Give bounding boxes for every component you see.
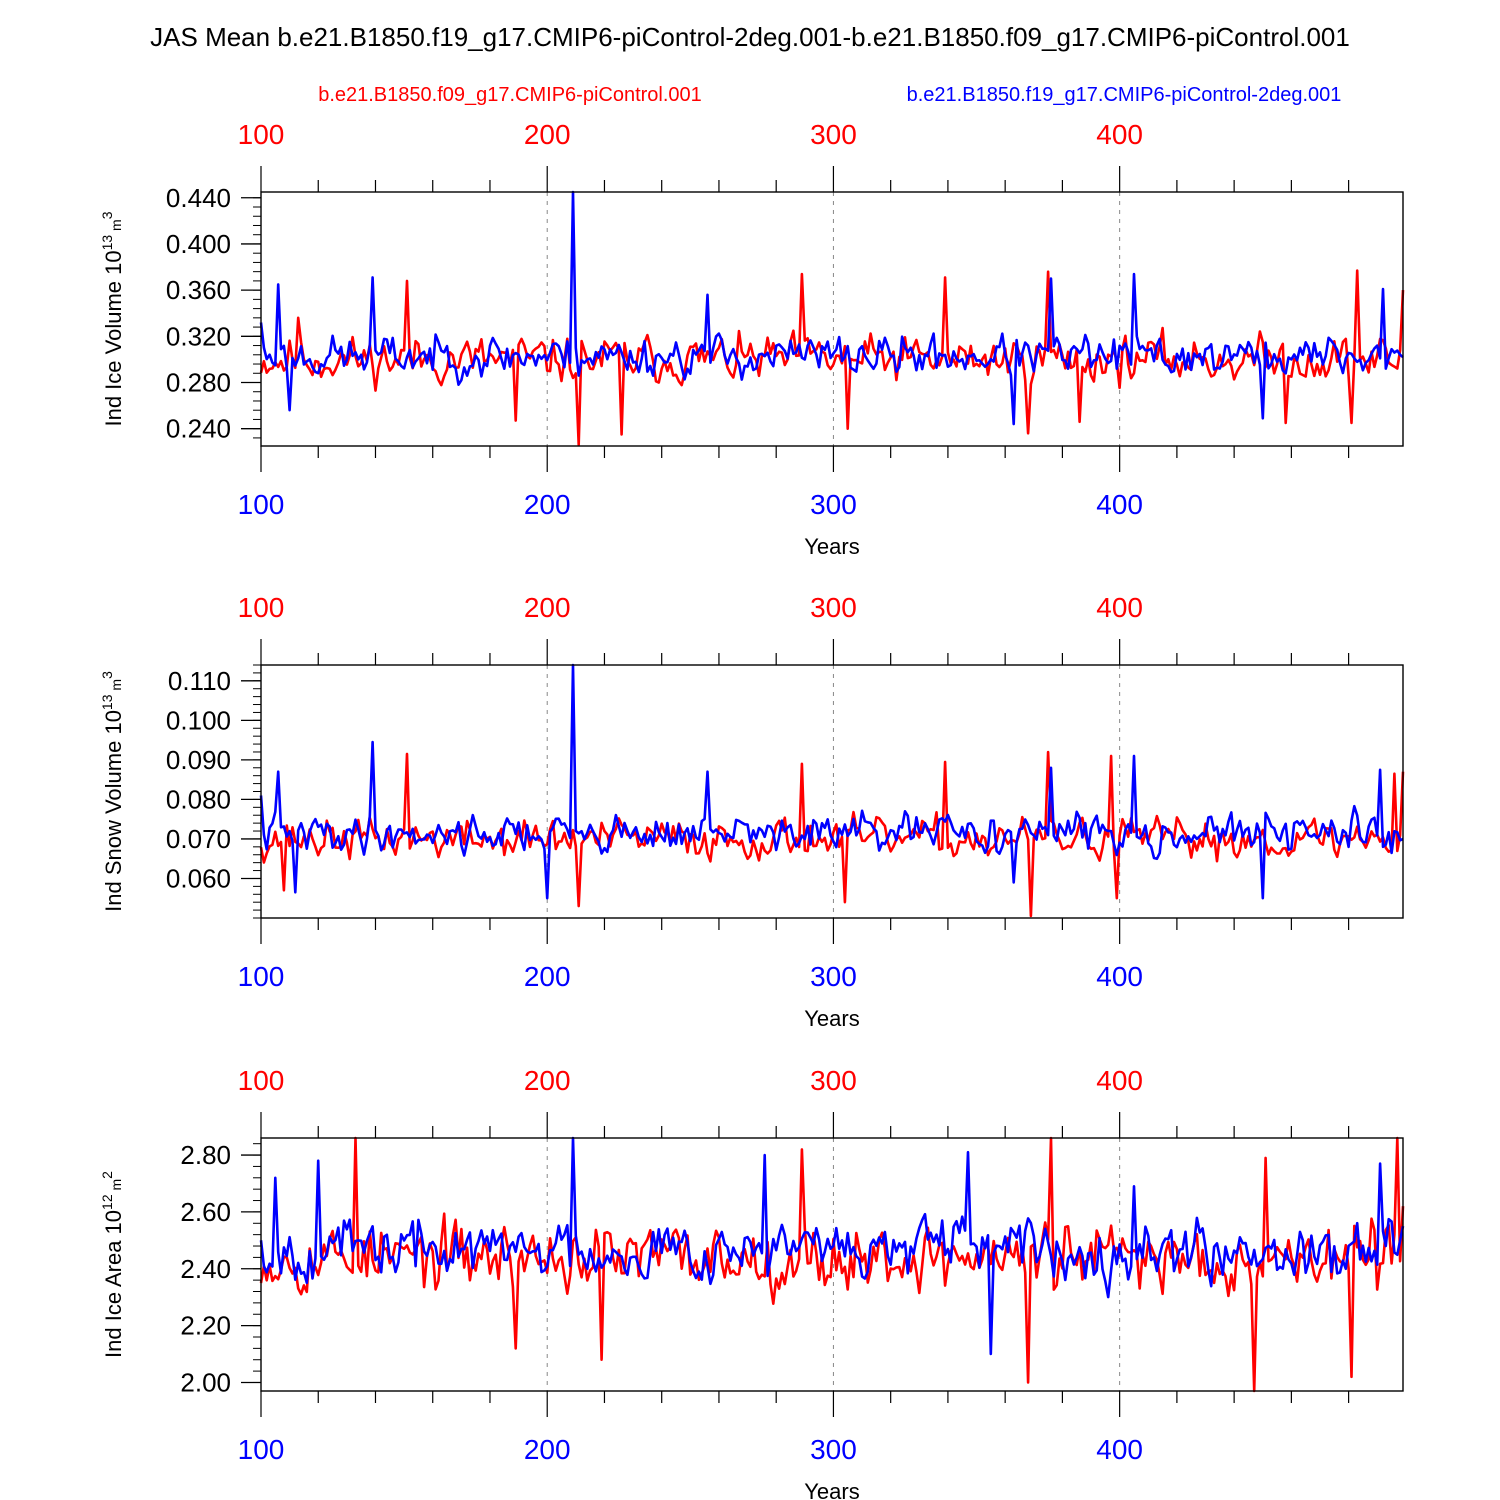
x-tick-label-top: 400 [1096, 592, 1143, 623]
series-line-red [259, 1136, 1405, 1393]
y-axis-label-unit-exponent: 3 [99, 671, 115, 679]
x-tick-label-bottom: 200 [524, 961, 571, 992]
y-tick-label: 0.060 [166, 863, 231, 893]
y-tick-label: 2.00 [180, 1367, 231, 1397]
y-axis-label-unit: m [108, 1179, 124, 1195]
y-axis-label-main: Ind Ice Area 10 [101, 1210, 126, 1358]
y-tick-label: 2.40 [180, 1254, 231, 1284]
x-tick-label-top: 200 [524, 592, 571, 623]
y-tick-label: 0.280 [166, 368, 231, 398]
x-tick-label-bottom: 200 [524, 489, 571, 520]
y-tick-label: 0.070 [166, 824, 231, 854]
x-tick-label-bottom: 400 [1096, 1434, 1143, 1465]
x-axis-label: Years [804, 534, 859, 559]
y-axis-label-exponent: 13 [99, 694, 115, 710]
y-axis-label-unit-exponent: 3 [99, 211, 115, 219]
y-tick-label: 0.400 [166, 229, 231, 259]
x-tick-label-bottom: 400 [1096, 961, 1143, 992]
y-tick-label: 0.320 [166, 321, 231, 351]
y-tick-label: 2.60 [180, 1197, 231, 1227]
series-line-blue [259, 1136, 1405, 1356]
y-tick-label: 2.80 [180, 1140, 231, 1170]
x-tick-label-bottom: 300 [810, 489, 857, 520]
plot-frame [260, 191, 1404, 447]
y-axis-label: Ind Ice Volume 1013 m3 [99, 211, 126, 426]
x-tick-label-top: 300 [810, 119, 857, 150]
y-tick-label: 0.110 [168, 666, 231, 696]
x-tick-label-top: 100 [238, 592, 285, 623]
legend-label-red: b.e21.B1850.f09_g17.CMIP6-piControl.001 [318, 84, 702, 106]
y-axis-label-unit: m [108, 219, 124, 235]
y-axis-label: Ind Snow Volume 1013 m3 [99, 671, 126, 912]
x-axis-label: Years [804, 1006, 859, 1031]
x-tick-label-bottom: 300 [810, 1434, 857, 1465]
y-axis-label-unit: m [108, 679, 124, 695]
x-tick-label-bottom: 100 [238, 961, 285, 992]
chart-panel-2: 0.110 0.100 0.090 0.080 0.070 0.060 100 100 200 2… [99, 592, 1405, 1031]
plot-frame [260, 1137, 1404, 1392]
x-tick-label-top: 100 [238, 1065, 285, 1096]
x-tick-label-bottom: 200 [524, 1434, 571, 1465]
x-tick-label-bottom: 100 [238, 489, 285, 520]
y-tick-label: 0.240 [166, 414, 231, 444]
x-tick-label-top: 400 [1096, 119, 1143, 150]
x-tick-label-top: 300 [810, 1065, 857, 1096]
x-axis-label: Years [804, 1479, 859, 1500]
y-tick-label: 0.440 [166, 183, 231, 213]
x-tick-label-top: 100 [238, 119, 285, 150]
figure-title: JAS Mean b.e21.B1850.f19_g17.CMIP6-piCon… [150, 22, 1350, 52]
y-axis-label-main: Ind Snow Volume 10 [101, 710, 126, 912]
chart-panel-1: 0.440 0.400 0.360 0.320 0.280 0.240 100 100 200 2… [99, 119, 1405, 559]
chart-panel-3: 2.80 2.60 2.40 2.20 2.00 100 100 200 200 300 300 40… [99, 1065, 1405, 1500]
x-tick-label-top: 300 [810, 592, 857, 623]
legend-label-blue: b.e21.B1850.f19_g17.CMIP6-piControl-2deg… [907, 84, 1342, 106]
y-axis-label-main: Ind Ice Volume 10 [101, 250, 126, 426]
plot-frame [260, 664, 1404, 919]
series-line-blue [259, 190, 1404, 426]
y-axis-label-exponent: 12 [99, 1194, 115, 1210]
series-line-blue [259, 663, 1404, 900]
y-tick-label: 0.100 [166, 705, 231, 735]
y-tick-label: 0.090 [166, 745, 231, 775]
series-line-red [259, 750, 1405, 918]
y-tick-label: 0.080 [166, 784, 231, 814]
x-tick-label-bottom: 300 [810, 961, 857, 992]
y-tick-label: 0.360 [166, 275, 231, 305]
y-axis-label: Ind Ice Area 1012 m2 [99, 1171, 126, 1358]
x-tick-label-top: 200 [524, 1065, 571, 1096]
series-line-red [259, 269, 1405, 447]
x-tick-label-bottom: 100 [238, 1434, 285, 1465]
y-axis-label-unit-exponent: 2 [99, 1171, 115, 1179]
y-axis-label-exponent: 13 [99, 235, 115, 251]
y-tick-label: 2.20 [180, 1311, 231, 1341]
x-tick-label-top: 200 [524, 119, 571, 150]
x-tick-label-top: 400 [1096, 1065, 1143, 1096]
x-tick-label-bottom: 400 [1096, 489, 1143, 520]
